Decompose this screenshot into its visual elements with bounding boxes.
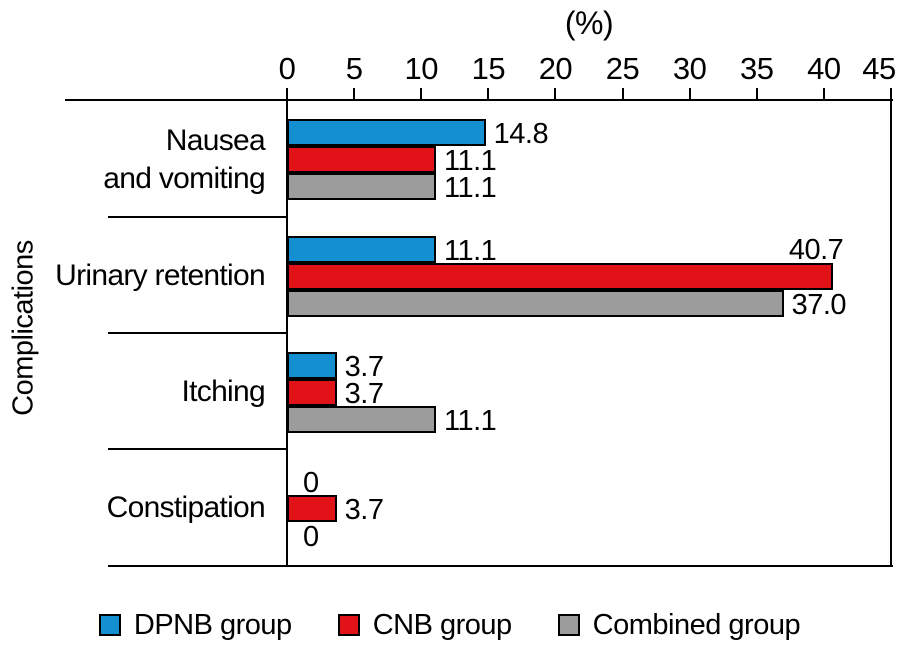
legend-label: DPNB group (133, 608, 292, 641)
category-label: Constipation (106, 491, 266, 524)
legend-item: Combined group (557, 608, 801, 641)
x-tick (621, 88, 624, 100)
x-tick-label: 20 (538, 51, 573, 86)
dpnb-group-bar (287, 119, 486, 146)
legend-item: CNB group (337, 608, 512, 641)
value-label: 14.8 (493, 118, 549, 150)
y-axis-title: Complications (7, 240, 40, 416)
x-tick (755, 88, 758, 100)
dpnb-group-bar (287, 351, 337, 379)
category-label: Urinary retention (55, 259, 266, 292)
legend-swatch-icon (337, 614, 360, 636)
value-label: 3.7 (344, 493, 384, 526)
legend-item: DPNB group (98, 608, 292, 641)
value-label: 11.1 (443, 234, 497, 267)
x-tick (353, 88, 356, 100)
cnb-group-bar (287, 146, 436, 173)
x-tick-label: 15 (471, 51, 506, 86)
x-tick (487, 88, 490, 100)
plot-right-border (890, 88, 892, 567)
combined-group-bar (287, 173, 436, 200)
x-tick-label: 30 (672, 51, 707, 86)
category-label: Nausea and vomiting (103, 123, 265, 195)
legend-label: Combined group (592, 608, 801, 641)
cnb-group-bar (287, 262, 834, 290)
x-tick-label: 10 (404, 51, 438, 86)
legend-label: CNB group (372, 608, 512, 641)
cnb-group-bar (287, 494, 337, 522)
category-separator-line (108, 216, 287, 218)
cnb-group-bar (287, 378, 337, 406)
x-tick (286, 88, 288, 100)
x-tick (420, 88, 423, 100)
x-tick (688, 88, 691, 100)
dpnb-group-bar (287, 235, 436, 263)
y-axis-line (286, 88, 288, 567)
x-tick (554, 88, 557, 100)
x-tick-label: 25 (605, 51, 640, 86)
plot-bottom-line (108, 565, 893, 567)
value-label: 0 (303, 520, 319, 553)
x-tick-label: 35 (740, 51, 774, 86)
legend: DPNB group CNB group Combined group (0, 603, 899, 646)
legend-swatch-icon (557, 614, 580, 636)
x-tick-label: 40 (807, 51, 841, 86)
x-tick (822, 88, 825, 100)
category-separator-line (108, 332, 287, 334)
x-tick-label: 0 (278, 51, 296, 86)
legend-swatch-icon (98, 614, 121, 636)
x-tick-label: 45 (862, 51, 896, 86)
value-label: 3.7 (344, 350, 384, 383)
value-label: 11.1 (443, 172, 497, 204)
value-label: 11.1 (443, 404, 497, 437)
combined-group-bar (287, 405, 436, 433)
x-axis-title: (%) (564, 5, 614, 41)
value-label: 3.7 (344, 377, 384, 410)
value-label: 37.0 (791, 288, 847, 321)
combined-group-bar (287, 289, 784, 317)
x-tick-label: 5 (345, 51, 363, 86)
x-tick (890, 88, 892, 100)
value-label: 40.7 (788, 233, 844, 266)
value-label: 11.1 (443, 145, 497, 177)
category-label: Itching (181, 375, 266, 408)
category-separator-line (108, 448, 287, 450)
value-label: 0 (303, 466, 319, 499)
axis-top-line (65, 99, 893, 101)
